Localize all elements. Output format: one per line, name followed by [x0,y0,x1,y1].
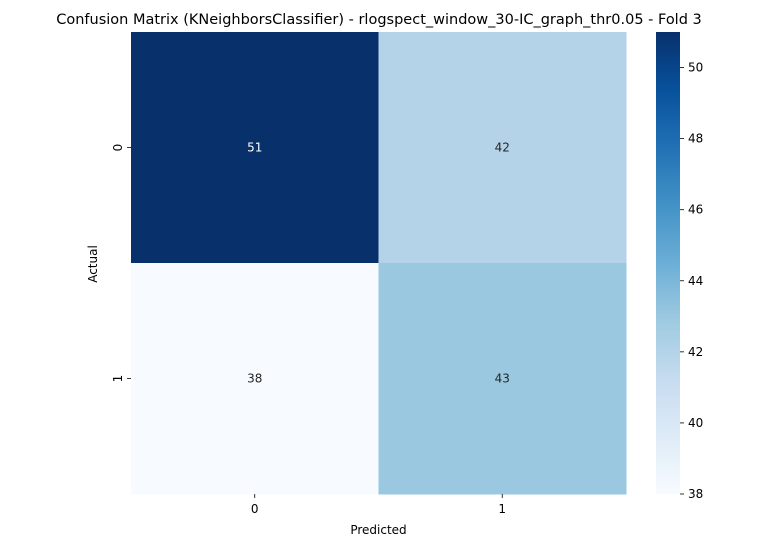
colorbar [656,32,680,494]
cell-value-label: 42 [495,141,510,155]
y-axis-label: Actual [86,245,100,283]
heatmap-cell-r1-c1 [378,263,627,495]
colorbar-tick-label: 48 [688,132,703,146]
cell-value-label: 38 [247,372,262,386]
y-tick-label: 0 [111,144,125,152]
cell-value-label: 51 [247,141,262,155]
chart-title: Confusion Matrix (KNeighborsClassifier) … [56,12,702,28]
cell-value-labels: 51 42 38 43 [247,141,510,386]
cell-value-label: 43 [495,372,510,386]
x-tick-label: 0 [251,502,259,516]
colorbar-tick-label: 50 [688,61,703,75]
x-tick-label: 1 [498,502,506,516]
y-tick-label: 1 [111,375,125,383]
heatmap-cell-r0-c0 [131,32,379,264]
colorbar-tick-label: 40 [688,416,703,430]
heatmap-cell-r1-c0 [131,263,379,495]
colorbar-tick-label: 44 [688,274,703,288]
colorbar-tick-label: 46 [688,203,703,217]
heatmap-cells [131,32,627,495]
colorbar-tick-label: 42 [688,345,703,359]
colorbar-ticks: 38 40 42 44 46 48 50 [680,61,703,501]
colorbar-tick-label: 38 [688,487,703,501]
heatmap-cell-r0-c1 [378,32,627,264]
x-axis-label: Predicted [350,523,406,537]
y-axis: 01 [111,144,131,383]
